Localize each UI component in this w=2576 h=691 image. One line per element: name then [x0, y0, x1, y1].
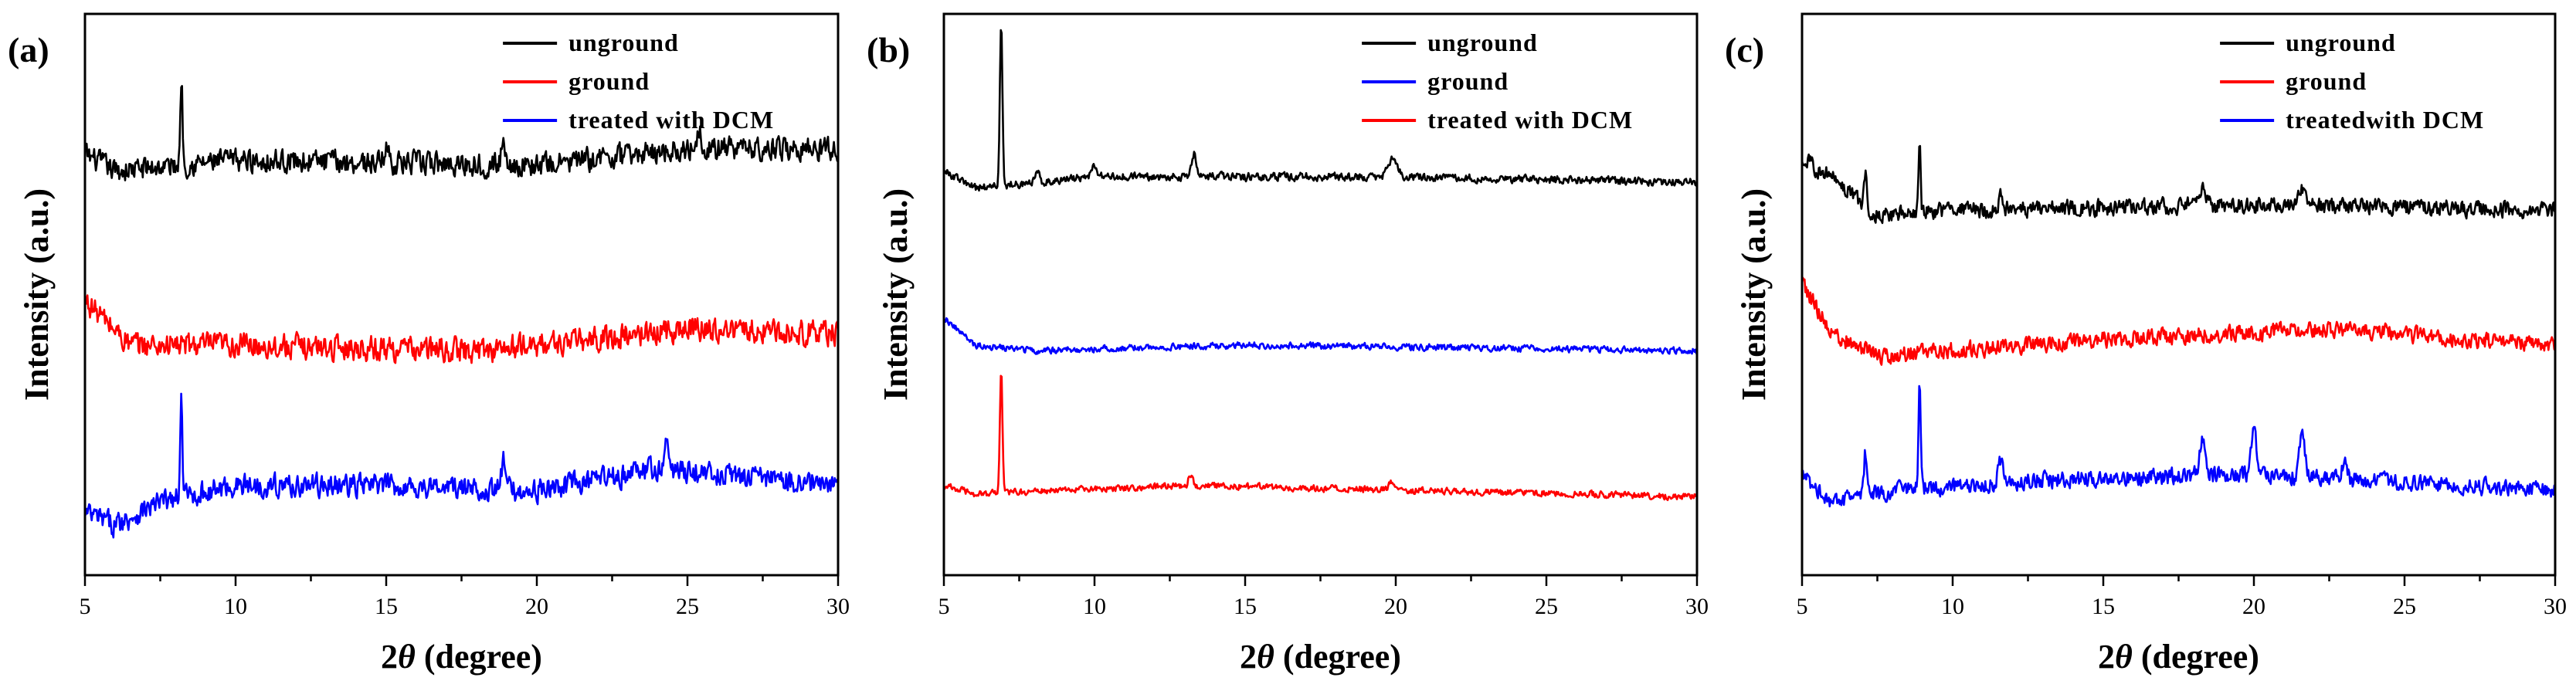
panel-2: 5 10 15 20 25 30 2θ (degree) Intensity (a.u.) (b…: [867, 12, 1709, 676]
legend-label: treatedwith DCM: [2286, 106, 2484, 134]
legend-item: treatedwith DCM: [2220, 106, 2484, 134]
series-line-treated-with-dcm: [83, 392, 839, 539]
x-tick-label: 5: [938, 594, 950, 619]
y-axis-title: Intensity (a.u.): [877, 188, 915, 401]
legend-label: ground: [2286, 67, 2367, 95]
legend-item: ground: [2220, 67, 2367, 95]
series-line-treated-with-dcm: [942, 374, 1698, 501]
panel-1: 5 10 15 20 25 30 2θ (degree) Intensity (a.u.) (a…: [8, 12, 850, 676]
legend-label: unground: [2286, 29, 2396, 56]
x-tick-label: 20: [2242, 594, 2265, 619]
x-tick-label: 20: [1384, 594, 1407, 619]
x-tick-label: 15: [2092, 594, 2115, 619]
x-tick-label: 15: [375, 594, 398, 619]
x-tick-label: 25: [676, 594, 699, 619]
x-tick-label: 10: [1083, 594, 1106, 619]
x-tick-label: 20: [525, 594, 548, 619]
panel-label: (a): [8, 30, 49, 69]
series-line-unground: [83, 85, 840, 181]
x-tick-label: 25: [1535, 594, 1558, 619]
x-tick-label: 30: [2544, 594, 2567, 619]
x-tick-label: 30: [1685, 594, 1709, 619]
series-line-ground: [943, 317, 1699, 355]
x-tick-label: 10: [224, 594, 247, 619]
x-tick-label: 10: [1941, 594, 1964, 619]
legend-label: ground: [1427, 67, 1509, 95]
legend-item: unground: [1362, 29, 1538, 56]
legend-label: ground: [568, 67, 650, 95]
legend-item: ground: [1362, 67, 1509, 95]
series-line-treatedwith-dcm: [1800, 384, 2557, 508]
y-axis-title: Intensity (a.u.): [18, 188, 56, 401]
x-tick-label: 15: [1234, 594, 1257, 619]
series-line-ground: [83, 294, 840, 364]
x-tick-label: 30: [826, 594, 850, 619]
panel-3: 5 10 15 20 25 30 2θ (degree) Intensity (a.u.) (c…: [1725, 12, 2567, 676]
legend-label: unground: [1427, 29, 1538, 56]
series-line-unground: [1800, 144, 2557, 225]
legend-item: unground: [2220, 29, 2396, 56]
x-tick-label: 5: [1797, 594, 1808, 619]
x-axis-title: 2θ (degree): [2098, 638, 2259, 676]
legend-item: treated with DCM: [503, 106, 774, 134]
legend-label: treated with DCM: [1427, 106, 1633, 134]
legend-item: ground: [503, 67, 650, 95]
x-tick-label: 5: [80, 594, 91, 619]
panel-label: (b): [867, 30, 910, 69]
series-line-unground: [942, 29, 1699, 192]
x-tick-label: 25: [2393, 594, 2416, 619]
y-axis-title: Intensity (a.u.): [1735, 188, 1773, 401]
x-axis-title: 2θ (degree): [1240, 638, 1401, 676]
x-axis-title: 2θ (degree): [381, 638, 542, 676]
legend-item: treated with DCM: [1362, 106, 1633, 134]
series-line-ground: [1800, 276, 2557, 366]
panel-label: (c): [1725, 30, 1764, 69]
legend-item: unground: [503, 29, 679, 56]
legend-label: unground: [568, 29, 679, 56]
legend-label: treated with DCM: [568, 106, 774, 134]
